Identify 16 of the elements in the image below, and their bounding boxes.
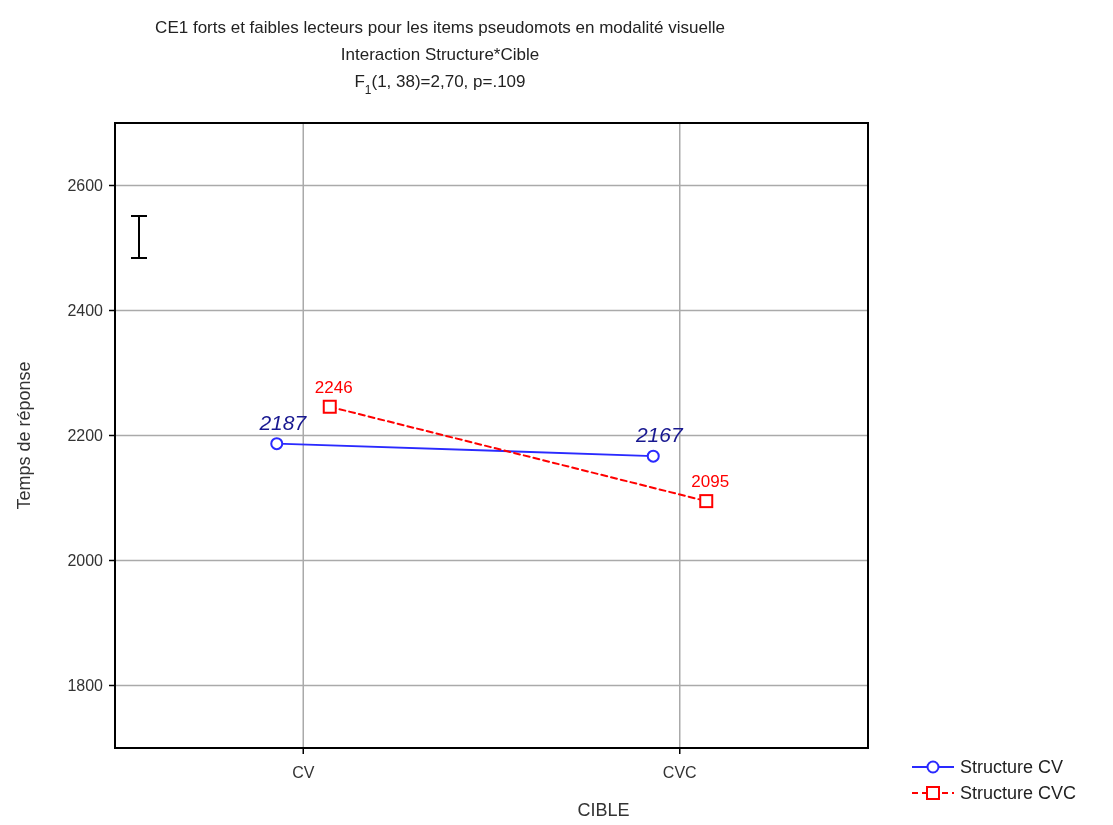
- data-label: 2095: [691, 472, 730, 492]
- y-tick-label: 2400: [67, 302, 104, 320]
- y-axis-title: Temps de réponse: [14, 361, 34, 510]
- data-label: 2187: [258, 410, 308, 434]
- chart-title: CE1 forts et faibles lecteurs pour les items pseudomots en modalité visuelle Interaction Structure*Cible F$_{1}$(1, 38)=2,70, p=.109: [155, 18, 725, 97]
- x-tick-label: CV: [292, 764, 315, 781]
- legend-label: Structure CV: [960, 757, 1064, 778]
- y-tick-label: 2000: [67, 552, 104, 570]
- data-label: 2246: [314, 377, 353, 397]
- y-tick-label: 2600: [67, 177, 104, 195]
- data-label: 2167: [634, 423, 684, 447]
- x-tick-label: CVC: [662, 764, 697, 781]
- x-axis-title: CIBLE: [577, 800, 630, 820]
- y-tick-label: 1800: [67, 677, 104, 695]
- y-tick-label: 2200: [67, 427, 104, 445]
- legend-label: Structure CVC: [960, 783, 1077, 804]
